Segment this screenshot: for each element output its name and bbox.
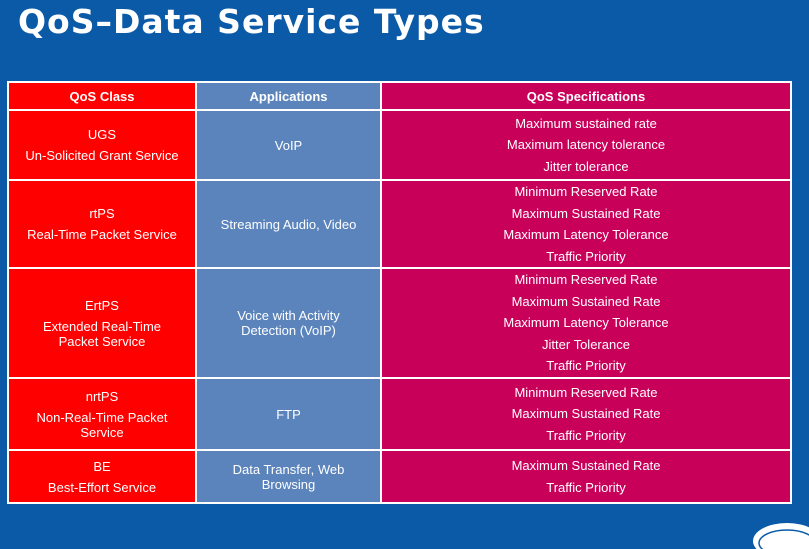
spec-item: Traffic Priority — [546, 358, 626, 374]
applications-cell: FTP — [195, 377, 382, 451]
qos-class-cell: UGS Un-Solicited Grant Service — [7, 109, 197, 181]
spec-item: Maximum latency tolerance — [506, 137, 666, 153]
application-text: Detection (VoIP) — [241, 323, 336, 338]
table-header-row: QoS Class Applications QoS Specification… — [7, 81, 792, 111]
qos-specs-cell: Maximum Sustained Rate Traffic Priority — [380, 449, 792, 504]
qos-class-name: Packet Service — [58, 333, 146, 349]
spec-item: Maximum Latency Tolerance — [503, 315, 669, 331]
spec-item: Maximum sustained rate — [515, 115, 657, 131]
application-text: Voice with Activity — [237, 308, 340, 323]
qos-class-cell: BE Best-Effort Service — [7, 449, 197, 504]
spec-item: Maximum Sustained Rate — [511, 293, 661, 309]
spec-item: Minimum Reserved Rate — [514, 184, 658, 199]
spec-item: Jitter Tolerance — [542, 336, 630, 352]
header-qos-specifications: QoS Specifications — [380, 81, 792, 111]
qos-class-name: Best-Effort Service — [47, 479, 157, 495]
applications-cell: Streaming Audio, Video — [195, 179, 382, 269]
table-row: UGS Un-Solicited Grant Service VoIP Maxi… — [7, 109, 792, 181]
spec-item: Maximum Sustained Rate — [511, 205, 661, 221]
application-text: Browsing — [261, 476, 316, 492]
spec-item: Traffic Priority — [546, 479, 626, 495]
spec-item: Maximum Sustained Rate — [511, 458, 661, 473]
spec-item: Maximum Sustained Rate — [511, 406, 661, 422]
applications-cell: Voice with Activity Detection (VoIP) — [195, 267, 382, 379]
qos-class-abbr: UGS — [87, 127, 117, 142]
applications-cell: Data Transfer, Web Browsing — [195, 449, 382, 504]
application-text: Data Transfer, Web — [232, 461, 345, 477]
qos-class-abbr: ErtPS — [85, 297, 119, 313]
application-text: VoIP — [274, 137, 303, 153]
corner-logo-icon — [753, 523, 809, 549]
qos-service-types-table: QoS Class Applications QoS Specification… — [7, 81, 792, 504]
spec-item: Traffic Priority — [546, 248, 626, 264]
qos-class-name: Extended Real-Time — [42, 318, 161, 334]
qos-class-cell: ErtPS Extended Real-Time Packet Service — [7, 267, 197, 379]
qos-specs-cell: Minimum Reserved Rate Maximum Sustained … — [380, 377, 792, 451]
qos-specs-cell: Maximum sustained rate Maximum latency t… — [380, 109, 792, 181]
qos-class-abbr: rtPS — [89, 206, 115, 221]
header-applications: Applications — [195, 81, 382, 111]
qos-class-name: Service — [80, 424, 124, 440]
table-row: rtPS Real-Time Packet Service Streaming … — [7, 179, 792, 269]
spec-item: Jitter tolerance — [543, 158, 629, 174]
slide-title: QoS–Data Service Types — [18, 2, 485, 41]
qos-class-cell: nrtPS Non-Real-Time Packet Service — [7, 377, 197, 451]
spec-item: Minimum Reserved Rate — [514, 272, 658, 288]
application-text: Streaming Audio, Video — [220, 216, 357, 232]
qos-specs-cell: Minimum Reserved Rate Maximum Sustained … — [380, 267, 792, 379]
qos-class-name: Un-Solicited Grant Service — [25, 148, 179, 163]
header-qos-class: QoS Class — [7, 81, 197, 111]
qos-class-abbr: nrtPS — [85, 388, 119, 404]
qos-class-name: Real-Time Packet Service — [27, 227, 177, 242]
qos-class-abbr: BE — [93, 458, 111, 474]
spec-item: Minimum Reserved Rate — [514, 384, 658, 400]
qos-specs-cell: Minimum Reserved Rate Maximum Sustained … — [380, 179, 792, 269]
applications-cell: VoIP — [195, 109, 382, 181]
qos-class-cell: rtPS Real-Time Packet Service — [7, 179, 197, 269]
table-row: ErtPS Extended Real-Time Packet Service … — [7, 267, 792, 379]
qos-class-name: Non-Real-Time Packet — [36, 409, 168, 425]
spec-item: Maximum Latency Tolerance — [503, 227, 669, 242]
spec-item: Traffic Priority — [546, 427, 626, 443]
table-row: nrtPS Non-Real-Time Packet Service FTP M… — [7, 377, 792, 451]
application-text: FTP — [276, 406, 301, 422]
table-row: BE Best-Effort Service Data Transfer, We… — [7, 449, 792, 504]
